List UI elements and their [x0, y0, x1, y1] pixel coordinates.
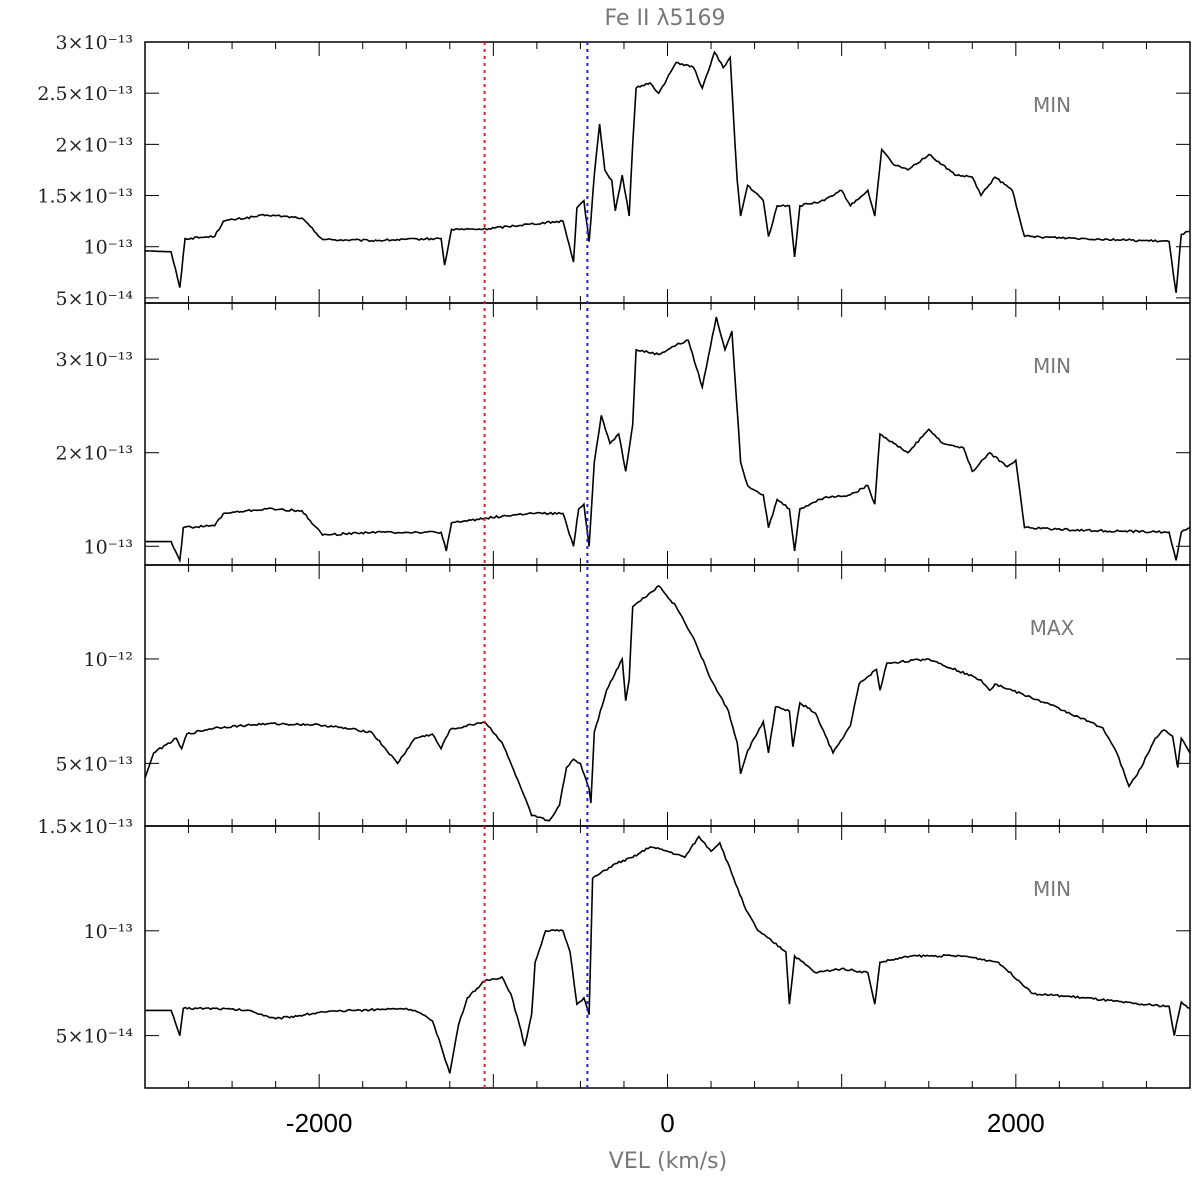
y-tick-label: 2.5×10⁻¹³ — [37, 83, 133, 105]
y-tick-label: 10⁻¹³ — [84, 536, 133, 558]
phase-label: MIN — [1033, 877, 1071, 901]
panel-frame — [144, 564, 1191, 827]
spectrum-line-2 — [145, 316, 1191, 564]
x-axis-label: VEL (km/s) — [609, 1149, 727, 1174]
y-tick-label: 5×10⁻¹³ — [56, 753, 133, 775]
y-tick-label: 2×10⁻¹³ — [56, 134, 133, 156]
chart-title: Fe II λ5169 — [605, 6, 726, 31]
y-tick-label: 10⁻¹³ — [84, 237, 133, 259]
y-tick-label: 3×10⁻¹³ — [56, 349, 133, 371]
y-tick-label: 1.5×10⁻¹³ — [37, 186, 133, 208]
panel-frame — [144, 302, 1191, 566]
y-tick-label: 2×10⁻¹³ — [56, 443, 133, 465]
y-tick-label: 10⁻¹² — [84, 649, 133, 671]
x-tick-label: 2000 — [987, 1108, 1045, 1138]
panel-frame — [144, 41, 1191, 304]
panel-4: 5×10⁻¹⁴ 10⁻¹³ 1.5×10⁻¹³ MIN — [37, 816, 1191, 1089]
panels-group: 5×10⁻¹⁴ 10⁻¹³ 1.5×10⁻¹³ 2×10⁻¹³ 2.5×10⁻¹³ 3×1… — [37, 32, 1191, 1089]
x-tick-labels: -2000 0 2000 — [286, 1108, 1045, 1138]
x-tick-label: 0 — [660, 1108, 674, 1138]
y-tick-label: 1.5×10⁻¹³ — [37, 816, 133, 838]
x-tick-label: -2000 — [286, 1108, 353, 1138]
y-tick-label: 3×10⁻¹³ — [56, 32, 133, 54]
phase-label: MIN — [1033, 354, 1071, 378]
spectrum-line-1 — [144, 50, 1191, 293]
panel-2: 10⁻¹³ 2×10⁻¹³ 3×10⁻¹³ MIN — [56, 302, 1191, 566]
y-tick-label: 10⁻¹³ — [84, 921, 133, 943]
spectrum-line-4 — [145, 835, 1191, 1074]
spectrum-line-3 — [144, 584, 1191, 822]
y-tick-label: 5×10⁻¹⁴ — [56, 288, 134, 310]
panel-frame — [144, 825, 1191, 1089]
panel-1: 5×10⁻¹⁴ 10⁻¹³ 1.5×10⁻¹³ 2×10⁻¹³ 2.5×10⁻¹³ 3×1… — [37, 32, 1191, 310]
panel-3: 5×10⁻¹³ 10⁻¹² MAX — [56, 564, 1191, 827]
phase-label: MIN — [1033, 93, 1071, 117]
y-tick-label: 5×10⁻¹⁴ — [56, 1026, 134, 1048]
phase-label: MAX — [1030, 616, 1075, 640]
